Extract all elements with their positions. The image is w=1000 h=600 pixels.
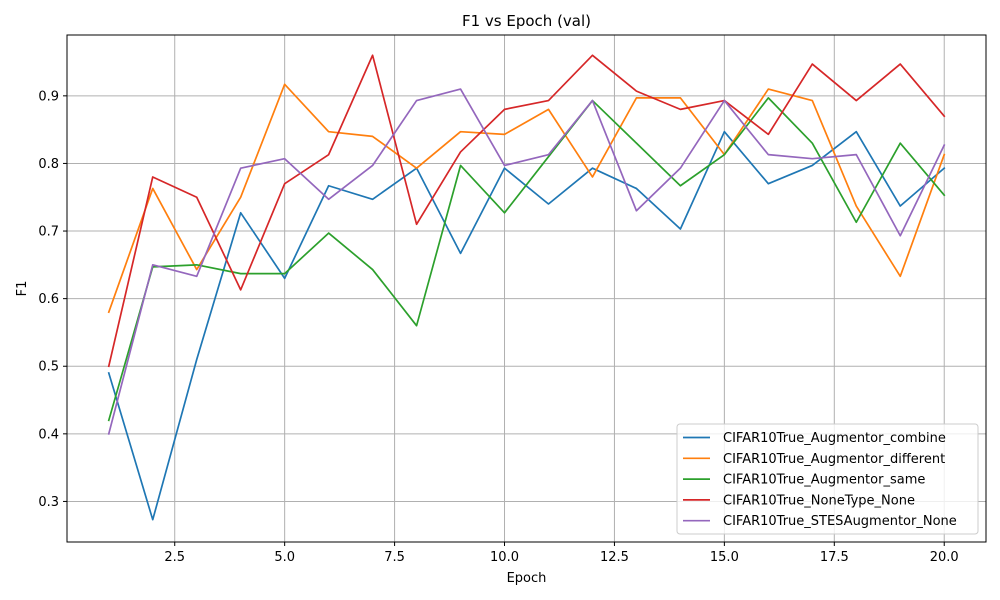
legend-label: CIFAR10True_STESAugmentor_None	[723, 514, 957, 529]
legend-label: CIFAR10True_Augmentor_combine	[723, 431, 946, 446]
x-tick-label: 7.5	[384, 550, 405, 565]
series-line-2	[107, 83, 946, 314]
y-tick-label: 0.3	[38, 495, 59, 510]
series-line-3	[107, 97, 946, 422]
x-tick-label: 2.5	[164, 550, 185, 565]
x-tick-label: 12.5	[600, 550, 629, 565]
y-tick-label: 0.9	[38, 89, 59, 104]
x-tick-label: 10.0	[490, 550, 519, 565]
legend: CIFAR10True_Augmentor_combine CIFAR10True…	[676, 423, 979, 535]
chart-title: F1 vs Epoch (val)	[462, 12, 591, 30]
y-tick-label: 0.8	[38, 157, 59, 172]
x-axis-ticks: 2.5 5.0 7.5 10.0 12.5 15.0 17.5 20.0	[164, 542, 959, 565]
series-line-5	[107, 88, 946, 435]
x-tick-label: 17.5	[820, 550, 849, 565]
y-axis-label: F1	[15, 281, 30, 297]
legend-label: CIFAR10True_Augmentor_different	[723, 452, 945, 467]
y-tick-label: 0.6	[38, 292, 59, 307]
series-line-4	[107, 54, 946, 368]
series-lines	[107, 54, 946, 521]
x-tick-label: 5.0	[274, 550, 295, 565]
legend-box	[676, 423, 979, 535]
legend-label: CIFAR10True_NoneType_None	[723, 493, 915, 508]
plot-area-frame	[66, 34, 987, 543]
x-tick-label: 15.0	[710, 550, 739, 565]
x-axis-label: Epoch	[507, 571, 547, 586]
x-tick-label: 20.0	[930, 550, 959, 565]
legend-label: CIFAR10True_Augmentor_same	[723, 473, 925, 488]
y-tick-label: 0.4	[38, 427, 59, 442]
y-tick-label: 0.7	[38, 225, 59, 240]
y-tick-label: 0.5	[38, 360, 59, 375]
y-axis-ticks: 0.3 0.4 0.5 0.6 0.7 0.8 0.9	[38, 89, 67, 510]
